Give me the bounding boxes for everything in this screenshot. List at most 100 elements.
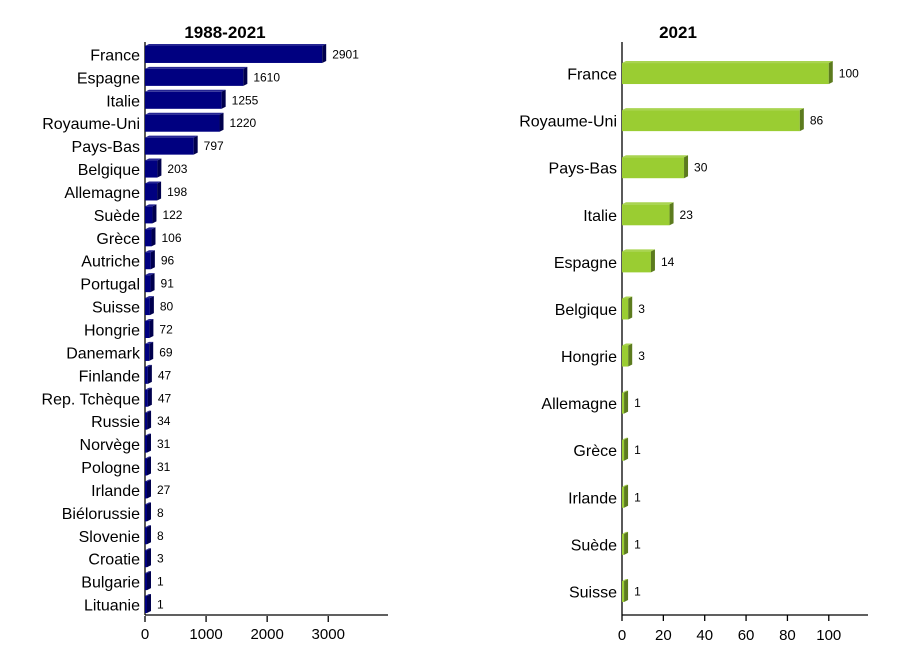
bar-side xyxy=(147,525,151,545)
bar-side xyxy=(147,548,151,568)
data-label: 1 xyxy=(634,396,641,410)
category-label: Suède xyxy=(94,208,140,225)
bar-top xyxy=(145,89,226,92)
bar-side xyxy=(799,108,804,132)
bar xyxy=(622,110,800,132)
bar-side xyxy=(150,273,155,293)
bar xyxy=(622,533,625,555)
bar xyxy=(145,504,147,522)
bar-top xyxy=(145,479,151,482)
x-tick-label: 1000 xyxy=(189,626,222,643)
category-label: Suède xyxy=(571,537,617,554)
bar xyxy=(622,439,625,461)
category-label: Russie xyxy=(91,414,140,431)
bar-top xyxy=(145,456,151,459)
bar-top xyxy=(622,61,833,64)
bar xyxy=(622,345,629,367)
bar-side xyxy=(147,594,151,614)
bar-top xyxy=(145,571,151,574)
data-label: 86 xyxy=(810,114,824,128)
bar-side xyxy=(828,61,833,85)
bar-side xyxy=(157,181,162,201)
bar-side xyxy=(221,89,226,109)
category-label: Portugal xyxy=(80,277,140,294)
data-label: 1 xyxy=(634,584,641,598)
bar xyxy=(145,137,194,155)
category-label: Hongrie xyxy=(84,323,140,340)
bar xyxy=(145,160,158,178)
bar-side xyxy=(147,410,152,430)
x-tick-label: 3000 xyxy=(312,626,345,643)
bar xyxy=(145,343,150,361)
bar xyxy=(145,366,148,384)
data-label: 2901 xyxy=(332,47,359,61)
bar xyxy=(145,527,147,545)
data-label: 8 xyxy=(157,506,164,520)
bar-side xyxy=(650,249,655,273)
x-tick-label: 2000 xyxy=(250,626,283,643)
bar-top xyxy=(145,296,154,299)
bar-top xyxy=(145,135,198,138)
data-label: 23 xyxy=(680,208,694,222)
bar xyxy=(622,298,629,320)
data-label: 96 xyxy=(161,254,175,268)
bar-top xyxy=(145,66,248,69)
category-label: Bulgarie xyxy=(81,575,140,592)
data-label: 80 xyxy=(160,300,174,314)
category-label: Espagne xyxy=(554,255,617,272)
bar-top xyxy=(145,364,152,367)
chart-title: 2021 xyxy=(659,23,697,42)
bar xyxy=(145,550,147,568)
category-label: Finlande xyxy=(79,368,140,385)
bar-top xyxy=(622,484,629,487)
bar-top xyxy=(145,525,151,528)
category-label: Rep. Tchèque xyxy=(42,391,141,408)
data-label: 30 xyxy=(694,161,708,175)
bar-side xyxy=(624,390,629,414)
bar-top xyxy=(622,108,804,111)
category-label: Suisse xyxy=(92,300,140,317)
data-label: 1 xyxy=(157,575,164,589)
category-label: Pays-Bas xyxy=(72,139,140,156)
bar-top xyxy=(145,112,224,115)
bar xyxy=(145,298,150,316)
category-label: Danemark xyxy=(66,345,141,362)
bar xyxy=(145,229,152,247)
x-tick-label: 60 xyxy=(738,627,755,644)
category-label: Lituanie xyxy=(84,598,140,615)
bar-side xyxy=(219,112,224,132)
bar xyxy=(145,91,222,109)
x-tick-label: 100 xyxy=(816,627,841,644)
data-label: 3 xyxy=(638,302,645,316)
bar-side xyxy=(152,204,157,224)
category-label: Pologne xyxy=(81,460,140,477)
bar-side xyxy=(193,135,198,155)
category-label: Royaume-Uni xyxy=(42,116,140,133)
bar-top xyxy=(145,319,154,321)
bar-side xyxy=(147,571,151,591)
data-label: 1220 xyxy=(230,116,257,130)
bar-top xyxy=(145,502,151,505)
bar-side xyxy=(147,479,151,499)
category-label: Irlande xyxy=(91,483,140,500)
category-label: Grèce xyxy=(573,443,617,460)
data-label: 34 xyxy=(157,414,171,428)
bar-side xyxy=(149,319,154,338)
bar-top xyxy=(622,155,689,158)
data-label: 69 xyxy=(159,345,173,359)
bar-side xyxy=(147,456,151,476)
bar-side xyxy=(624,578,629,602)
bar xyxy=(145,45,323,63)
bar-top xyxy=(622,296,633,299)
bar-side xyxy=(147,502,151,522)
bar xyxy=(622,486,625,508)
bar xyxy=(622,157,685,179)
category-label: Italie xyxy=(106,93,140,110)
bar xyxy=(145,458,147,476)
bar xyxy=(145,252,151,270)
data-label: 3 xyxy=(638,349,645,363)
bar xyxy=(622,251,651,273)
bar xyxy=(145,114,220,132)
data-label: 31 xyxy=(157,437,171,451)
